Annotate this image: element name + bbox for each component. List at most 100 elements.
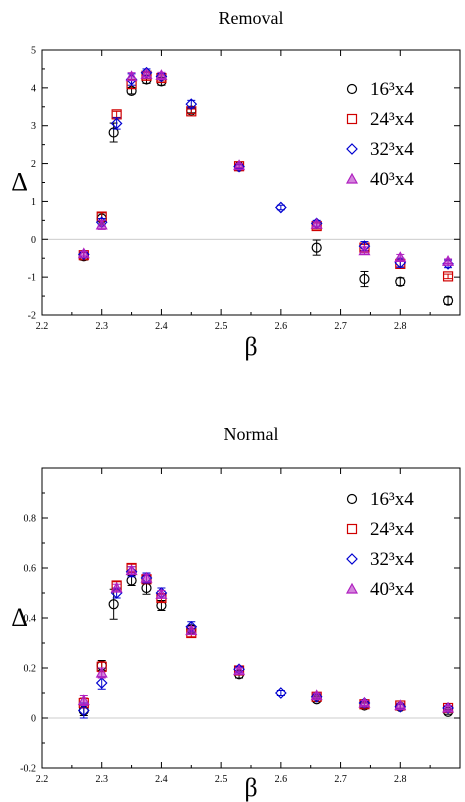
chart-title: Removal (219, 8, 284, 28)
marker-triangle (95, 666, 108, 678)
marker-circle (311, 242, 322, 253)
x-tick-label: 2.6 (275, 774, 288, 785)
x-axis-label: β (244, 773, 257, 802)
marker-circle (359, 273, 370, 285)
marker-triangle (233, 159, 246, 171)
y-tick-label: 5 (31, 46, 36, 57)
legend-label: 24³x4 (370, 519, 414, 540)
x-tick-label: 2.2 (36, 321, 49, 332)
y-tick-label: 0.8 (24, 514, 37, 525)
chart-panel-2: Normal 2.2 2.3 2.4 2.5 2.6 2.7 2.8 -0.2 0 0.2 0.4 0.… (11, 424, 461, 802)
y-tick-label: -1 (28, 273, 36, 284)
marker-diamond (95, 677, 108, 689)
legend-entry: 24³x4 (346, 109, 414, 130)
marker-diamond (155, 70, 168, 83)
legend-entry: 24³x4 (346, 519, 414, 540)
x-tick-label: 2.4 (155, 321, 168, 332)
x-tick-label: 2.7 (334, 774, 347, 785)
marker-triangle (110, 581, 123, 593)
y-axis-label: Δ (11, 603, 28, 632)
marker-triangle (185, 624, 198, 636)
legend-entry: 32³x4 (346, 139, 414, 160)
y-axis-label: Δ (11, 168, 28, 197)
x-tick-label: 2.3 (95, 774, 108, 785)
x-tick-label: 2.4 (155, 774, 168, 785)
marker-circle (108, 599, 119, 610)
legend-label: 40³x4 (370, 169, 414, 190)
marker-diamond (275, 201, 287, 214)
marker-square (442, 271, 454, 282)
y-tick-label: 2 (31, 159, 36, 170)
marker-square (346, 113, 358, 125)
marker-triangle (233, 664, 246, 676)
marker-square (346, 523, 358, 535)
marker-circle (346, 493, 358, 505)
marker-diamond (77, 248, 90, 261)
marker-triangle (442, 255, 455, 266)
marker-triangle (358, 244, 371, 256)
y-tick-label: -2 (28, 311, 36, 322)
y-tick-label: 4 (31, 83, 36, 94)
marker-diamond (125, 565, 138, 578)
legend-entry: 40³x4 (345, 579, 414, 600)
marker-triangle (394, 251, 407, 263)
legend-label: 16³x4 (370, 489, 414, 510)
marker-circle (395, 276, 406, 287)
marker-triangle (125, 564, 138, 576)
marker-triangle (442, 701, 455, 713)
marker-triangle (394, 699, 407, 711)
y-tick-label: 3 (31, 121, 36, 132)
plot-frame (41, 467, 461, 769)
legend-entry: 40³x4 (345, 169, 414, 190)
marker-diamond (442, 702, 454, 714)
marker-triangle (77, 247, 90, 259)
marker-triangle (358, 696, 371, 708)
legend-label: 24³x4 (370, 109, 414, 130)
marker-diamond (275, 687, 287, 699)
x-tick-label: 2.2 (36, 774, 49, 785)
legend-entry: 16³x4 (346, 79, 414, 100)
series-triangle (77, 67, 455, 266)
y-tick-label: 1 (31, 197, 36, 208)
series-triangle (77, 564, 455, 713)
marker-circle (346, 83, 358, 95)
marker-triangle (140, 571, 153, 583)
x-tick-label: 2.8 (394, 774, 407, 785)
legend-label: 40³x4 (370, 579, 414, 600)
x-tick-label: 2.8 (394, 321, 407, 332)
legend-label: 32³x4 (370, 549, 414, 570)
legend-entry: 16³x4 (346, 489, 414, 510)
legend-label: 16³x4 (370, 79, 414, 100)
y-tick-label: 0.4 (24, 614, 37, 625)
marker-diamond (233, 160, 245, 173)
marker-triangle (310, 217, 323, 229)
marker-circle (108, 127, 119, 138)
marker-diamond (185, 98, 198, 110)
y-tick-label: -0.2 (20, 764, 36, 775)
marker-triangle (140, 67, 153, 79)
marker-triangle (155, 69, 168, 80)
y-tick-label: 0.6 (24, 564, 37, 575)
marker-diamond (310, 690, 323, 703)
marker-diamond (394, 700, 407, 713)
legend-entry: 32³x4 (346, 549, 414, 570)
y-tick-label: 0.2 (24, 664, 37, 675)
marker-triangle (345, 172, 359, 184)
x-tick-label: 2.7 (334, 321, 347, 332)
marker-circle (442, 295, 454, 306)
marker-triangle (155, 588, 168, 599)
y-tick-label: 0 (31, 235, 36, 246)
marker-diamond (110, 117, 123, 130)
marker-triangle (77, 694, 90, 706)
marker-diamond (140, 572, 153, 584)
marker-triangle (345, 582, 359, 594)
chart-panel-1: Removal 2.2 2.3 2.4 2.5 2.6 2.7 2.8 -2 -1 0 1 2 3 4 5 β Δ… (11, 8, 461, 361)
chart-title: Normal (224, 424, 279, 444)
marker-diamond (358, 697, 371, 709)
x-axis-label: β (244, 332, 257, 361)
marker-triangle (125, 70, 138, 82)
marker-triangle (95, 218, 108, 230)
marker-diamond (77, 704, 90, 717)
marker-diamond (346, 553, 358, 565)
